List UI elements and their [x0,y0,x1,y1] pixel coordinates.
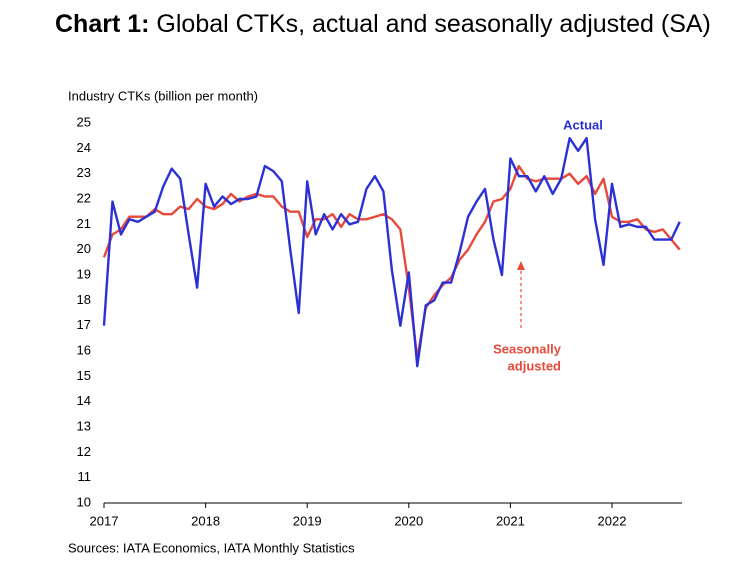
y-tick-label: 20 [77,241,91,256]
y-tick-label: 11 [78,469,92,484]
y-tick-label: 22 [77,190,91,205]
y-tick-label: 17 [77,317,91,332]
y-tick-label: 25 [77,114,91,129]
y-tick-label: 10 [77,494,91,509]
x-tick-label: 2021 [496,513,525,528]
y-tick-label: 14 [77,393,91,408]
title-text: Global CTKs, actual and seasonally adjus… [156,10,711,38]
y-tick-label: 21 [77,216,91,231]
annotation-sa: adjusted [508,358,562,373]
title-label: Chart 1: [55,10,150,38]
annotation-sa: Seasonally [493,341,562,356]
y-axis-label: Industry CTKs (billion per month) [68,88,258,103]
y-tick-label: 18 [77,292,91,307]
arrow-head [517,261,525,270]
y-tick-label: 19 [77,266,91,281]
y-tick-label: 13 [77,418,91,433]
y-tick-label: 12 [77,444,91,459]
source: Sources: IATA Economics, IATA Monthly St… [68,540,355,555]
x-tick-label: 2022 [598,513,627,528]
x-tick-label: 2017 [90,513,119,528]
chart-title: Chart 1: Global CTKs, actual and seasona… [55,8,725,40]
y-tick-label: 16 [77,342,91,357]
series-line [102,164,681,360]
series-line [102,137,681,368]
x-tick-label: 2018 [191,513,220,528]
y-tick-label: 23 [77,165,91,180]
y-tick-label: 15 [77,368,91,383]
annotation-actual: Actual [563,117,603,132]
x-tick-label: 2019 [293,513,322,528]
y-tick-label: 24 [77,140,91,155]
x-tick-label: 2020 [394,513,423,528]
